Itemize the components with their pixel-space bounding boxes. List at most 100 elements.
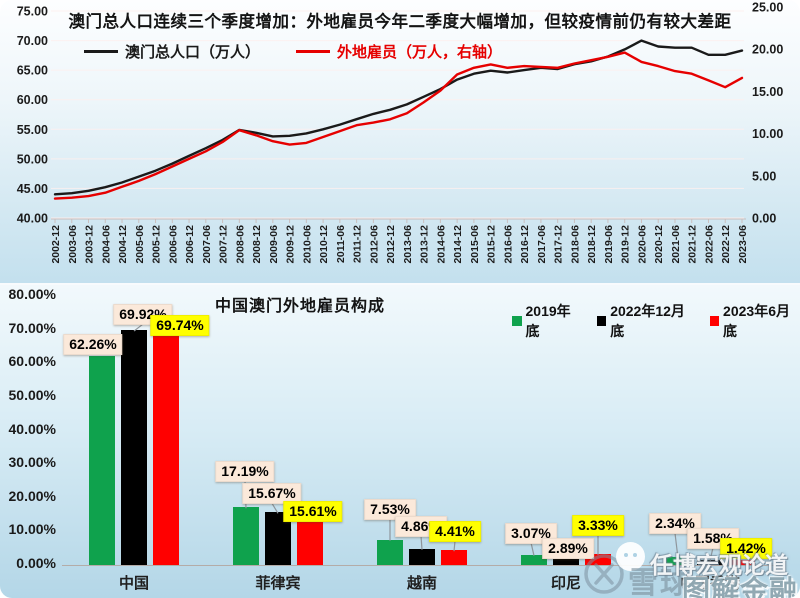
x-axis-tick: 2016-12 bbox=[519, 225, 531, 264]
x-axis-tick: 2016-06 bbox=[502, 225, 514, 264]
x-axis-tick: 2003-06 bbox=[67, 225, 79, 264]
bar-y-axis-tick: 70.00% bbox=[8, 319, 56, 336]
bar-2022年12月底-中国香港 bbox=[697, 559, 723, 565]
left-axis-tick: 50.00 bbox=[17, 152, 48, 166]
x-axis-tick: 2015-06 bbox=[469, 225, 481, 264]
right-axis-tick: 0.00 bbox=[752, 212, 776, 226]
legend-label: 2019年底 bbox=[525, 303, 571, 339]
x-axis-tick: 2014-06 bbox=[435, 225, 447, 264]
legend-square-swatch bbox=[512, 316, 522, 326]
bar-chart-baseline bbox=[62, 565, 782, 566]
x-axis-tick: 2012-12 bbox=[385, 225, 397, 264]
x-axis-tick: 2019-06 bbox=[603, 225, 615, 264]
bar-y-axis-tick: 50.00% bbox=[8, 387, 56, 403]
x-axis-tick: 2006-12 bbox=[184, 225, 196, 264]
bar-2019年底-中国 bbox=[89, 355, 115, 565]
left-axis-tick: 70.00 bbox=[17, 34, 48, 48]
bar-2019年底-中国香港 bbox=[665, 557, 691, 565]
bar-y-axis-tick: 80.00% bbox=[8, 286, 56, 303]
x-axis-tick: 2018-12 bbox=[586, 225, 598, 264]
legend-item: 澳门总人口（万人） bbox=[84, 41, 260, 62]
x-axis-tick: 2020-12 bbox=[653, 225, 665, 264]
legend-label: 2023年6月底 bbox=[723, 303, 790, 339]
legend-label: 澳门总人口（万人） bbox=[125, 44, 261, 61]
x-axis-tick: 2011-06 bbox=[335, 225, 347, 263]
x-axis-tick: 2019-12 bbox=[620, 225, 632, 264]
value-label: 15.67% bbox=[242, 483, 302, 505]
x-axis-tick: 2017-06 bbox=[536, 225, 548, 264]
x-axis-tick: 2022-06 bbox=[703, 225, 715, 264]
x-axis-tick: 2013-12 bbox=[419, 225, 431, 264]
legend-item: 2023年6月底 bbox=[709, 301, 800, 341]
legend-item: 外地雇员（万人，右轴） bbox=[296, 41, 502, 62]
left-axis-tick: 60.00 bbox=[17, 93, 48, 107]
x-axis-tick: 2007-06 bbox=[201, 225, 213, 264]
x-axis-tick: 2006-06 bbox=[167, 225, 179, 264]
bar-2022年12月底-越南 bbox=[409, 548, 435, 565]
x-axis-tick: 2017-12 bbox=[553, 225, 565, 264]
value-label: 4.41% bbox=[429, 521, 481, 543]
value-label: 3.33% bbox=[572, 514, 624, 536]
x-axis-tick: 2010-12 bbox=[318, 225, 330, 264]
bar-y-axis-tick: 30.00% bbox=[8, 454, 56, 471]
bar-y-axis-tick: 40.00% bbox=[8, 420, 56, 437]
legend-line-swatch bbox=[84, 50, 118, 53]
population-line-chart: 75.00 70.00 65.00 60.00 55.00 50.00 45.00 40.00… bbox=[17, 1, 784, 264]
category-label: 印尼 bbox=[550, 575, 582, 592]
bar-2023年6月底-越南 bbox=[441, 550, 467, 565]
x-axis-tick: 2003-12 bbox=[84, 225, 96, 264]
x-axis-tick: 2018-06 bbox=[569, 225, 581, 264]
x-axis-tick: 2023-06 bbox=[737, 225, 749, 264]
line-chart-legend: 澳门总人口（万人） 外地雇员（万人，右轴） bbox=[84, 41, 502, 62]
x-axis-tick: 2008-06 bbox=[234, 225, 246, 264]
x-axis-tick: 2002-12 bbox=[50, 225, 62, 264]
value-label: 62.26% bbox=[63, 333, 123, 355]
bar-chart-title: 中国澳门外地雇员构成 bbox=[214, 298, 385, 315]
value-label: 17.19% bbox=[215, 461, 275, 483]
bar-2019年底-菲律宾 bbox=[233, 507, 259, 565]
legend-label: 2022年12月底 bbox=[610, 303, 685, 339]
category-label: 中国香港 bbox=[679, 575, 741, 592]
value-label: 1.42% bbox=[720, 538, 772, 560]
x-axis-tick: 2004-06 bbox=[100, 225, 112, 264]
bar-2019年底-印尼 bbox=[521, 554, 547, 565]
left-axis-tick: 75.00 bbox=[17, 5, 48, 19]
category-label: 中国 bbox=[118, 575, 150, 592]
legend-item: 2019年底 bbox=[512, 301, 582, 341]
x-axis-tick: 2009-12 bbox=[285, 225, 297, 264]
left-axis-tick: 65.00 bbox=[17, 64, 48, 78]
bar-y-axis-tick: 60.00% bbox=[8, 353, 56, 370]
left-axis-tick: 40.00 bbox=[17, 212, 48, 226]
value-label: 69.74% bbox=[150, 314, 210, 336]
category-label: 越南 bbox=[406, 575, 438, 592]
legend-square-swatch bbox=[596, 316, 607, 326]
x-axis-tick: 2010-06 bbox=[301, 225, 313, 264]
x-axis-tick: 2012-06 bbox=[368, 225, 380, 264]
bar-2023年6月底-中国香港 bbox=[729, 560, 755, 565]
x-axis-tick: 2004-12 bbox=[117, 225, 129, 264]
legend-line-swatch bbox=[296, 50, 331, 53]
x-axis-tick: 2013-06 bbox=[402, 225, 414, 264]
bar-2023年6月底-中国 bbox=[153, 330, 179, 565]
left-axis-tick: 45.00 bbox=[17, 182, 48, 196]
x-axis-tick: 2020-06 bbox=[636, 225, 648, 264]
right-axis-tick: 15.00 bbox=[752, 85, 783, 99]
bar-2019年底-越南 bbox=[377, 539, 403, 565]
value-label: 15.61% bbox=[283, 500, 343, 522]
x-axis-tick: 2008-12 bbox=[251, 225, 263, 264]
left-axis-tick: 55.00 bbox=[17, 123, 48, 137]
x-axis-tick: 2009-06 bbox=[268, 225, 280, 264]
x-axis-tick: 2022-12 bbox=[720, 225, 732, 264]
bar-y-axis-tick: 10.00% bbox=[8, 521, 56, 538]
right-axis-tick: 5.00 bbox=[752, 169, 776, 183]
x-axis-tick: 2015-12 bbox=[486, 225, 498, 264]
x-axis-tick: 2011-12 bbox=[352, 225, 364, 263]
bar-chart-legend: 2019年底 2022年12月底 2023年6月底 bbox=[512, 301, 800, 341]
bar-y-axis-tick: 20.00% bbox=[8, 487, 56, 504]
legend-square-swatch bbox=[709, 316, 720, 326]
value-label: 7.53% bbox=[364, 498, 416, 520]
right-axis-tick: 20.00 bbox=[752, 43, 783, 57]
x-axis-tick: 2005-12 bbox=[151, 225, 163, 264]
bar-y-axis-tick: 0.00% bbox=[16, 555, 56, 571]
